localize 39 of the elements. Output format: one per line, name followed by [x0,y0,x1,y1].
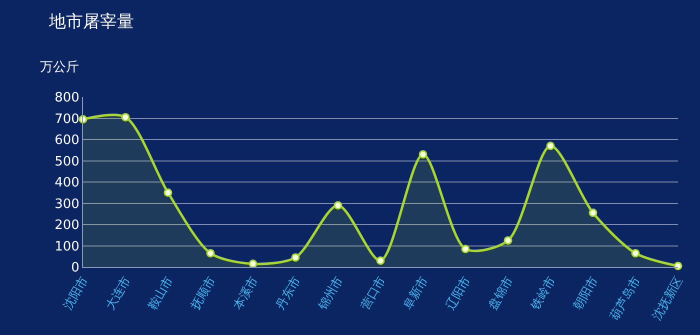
y-axis-title: 万公斤 [40,60,79,75]
point [504,236,512,245]
x-tick-label: 抚顺市 [188,274,218,313]
x-tick-label: 铁岭市 [528,274,558,313]
point [546,142,555,150]
x-tick-label: 阜新市 [400,274,431,312]
point [334,201,342,210]
y-tick-label: 0 [71,260,80,276]
y-tick-label: 600 [54,133,80,148]
x-tick-label: 丹东市 [273,274,304,312]
point [461,244,470,254]
y-tick-label: 100 [54,239,80,254]
y-tick-label: 500 [54,154,80,170]
x-tick-label: 辽阳市 [443,274,474,312]
chart-title: 地市屠宰量 [48,12,134,32]
y-tick-label: 800 [54,90,80,106]
x-tick-label: 沈阳市 [60,274,91,312]
y-tick-label: 300 [54,196,80,212]
y-tick-label: 200 [54,218,80,234]
point [206,248,215,258]
point [291,253,300,262]
x-tick-label: 营口市 [358,274,388,312]
x-tick-label: 本溪市 [230,274,261,312]
point [674,262,682,270]
point [164,188,172,197]
x-tick-label: 沈抚新区 [650,274,686,322]
x-tick-label: 朝阳市 [570,274,601,312]
x-tick-label: 盘锦市 [486,274,516,312]
x-tick-label: 大连市 [103,274,134,312]
point [376,256,385,265]
point [418,150,428,159]
x-tick-label: 锦州市 [315,274,346,313]
x-tick-label: 葫芦岛市 [607,274,644,322]
point [631,248,640,258]
y-tick-label: 700 [54,112,80,127]
y-tick-label: 400 [54,176,80,191]
x-tick-label: 鞍山市 [146,274,176,312]
point [121,112,130,122]
point [588,208,598,218]
